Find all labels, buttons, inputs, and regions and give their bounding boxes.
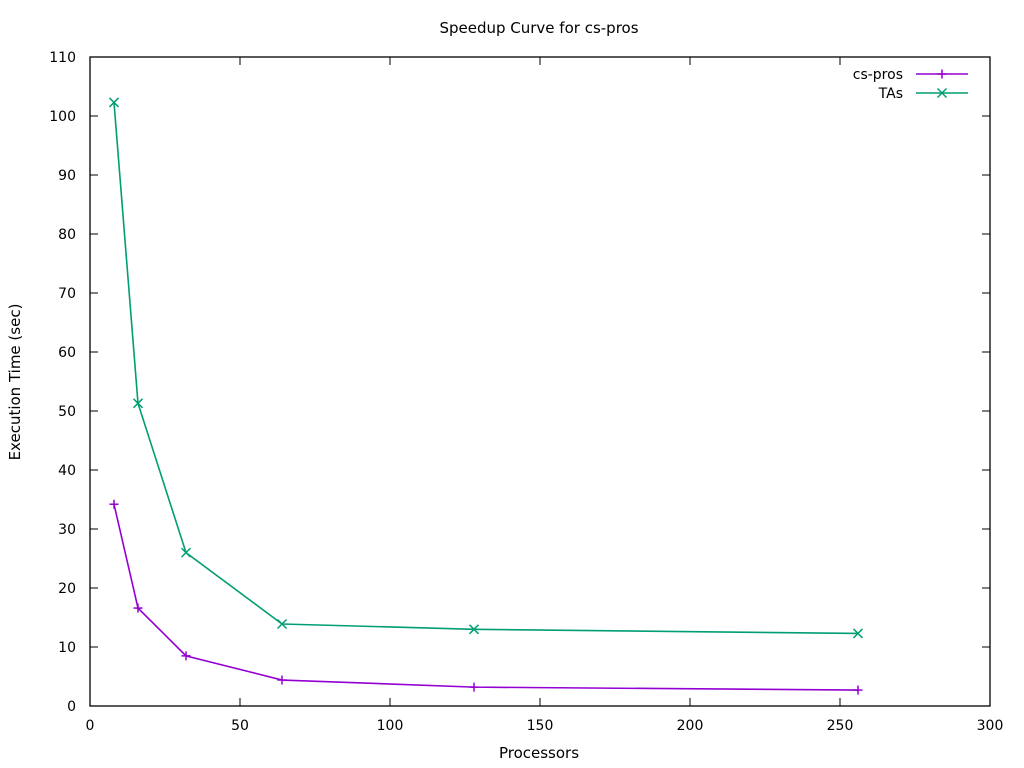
data-point [468, 624, 480, 635]
legend: cs-pros TAs [853, 67, 968, 102]
series-line [113, 504, 859, 691]
x-tick-label: 300 [977, 718, 1004, 734]
plot-frame [89, 56, 991, 707]
x-tick-label: 150 [527, 718, 554, 734]
data-point [277, 675, 287, 685]
y-tick-label: 110 [49, 50, 76, 66]
data-point [181, 651, 191, 661]
x-tick-label: 100 [377, 718, 404, 734]
legend-entry: TAs [878, 86, 968, 102]
x-tick-label: 50 [231, 718, 249, 734]
marker-stroke [468, 624, 480, 635]
data-point [180, 547, 192, 558]
y-tick-label: 70 [58, 286, 76, 302]
y-tick-label: 90 [58, 168, 76, 184]
y-tick-label: 100 [49, 109, 76, 125]
marker-stroke [852, 628, 864, 639]
x-axis-title: Processors [499, 744, 579, 762]
legend-entry: cs-pros [853, 67, 968, 83]
y-tick-label: 10 [58, 640, 76, 656]
legend-marker [936, 87, 948, 99]
series-line [113, 102, 859, 635]
series-layer [108, 97, 864, 695]
x-tick-label: 0 [86, 718, 95, 734]
y-tick-label: 80 [58, 227, 76, 243]
marker-stroke [108, 97, 120, 108]
marker-stroke [936, 87, 948, 99]
data-point [853, 685, 863, 695]
data-point [132, 398, 144, 409]
y-tick-label: 40 [58, 463, 76, 479]
y-tick-label: 30 [58, 522, 76, 538]
data-point [469, 682, 479, 692]
legend-marker [937, 69, 947, 79]
y-axis-title: Execution Time (sec) [6, 304, 24, 461]
series-TAs [108, 97, 864, 639]
y-tick-label: 60 [58, 345, 76, 361]
marker-stroke [180, 547, 192, 558]
legend-label: cs-pros [853, 67, 903, 83]
legend-label: TAs [878, 86, 903, 102]
data-point [852, 628, 864, 639]
x-tick-label: 200 [677, 718, 704, 734]
y-tick-label: 20 [58, 581, 76, 597]
series-cs-pros [109, 499, 863, 695]
data-point [133, 603, 143, 613]
marker-stroke [276, 618, 288, 630]
marker-stroke [132, 398, 144, 409]
x-tick-label: 250 [827, 718, 854, 734]
y-tick-label: 50 [58, 404, 76, 420]
data-point [276, 618, 288, 630]
data-point [109, 499, 119, 509]
y-tick-label: 0 [67, 699, 76, 715]
axis-ticks: 0 50 100 150 200 250 300 0 10 20 30 40 50 60 70 80 90 100… [49, 50, 1003, 734]
chart-title: Speedup Curve for cs-pros [439, 19, 638, 37]
data-point [108, 97, 120, 108]
